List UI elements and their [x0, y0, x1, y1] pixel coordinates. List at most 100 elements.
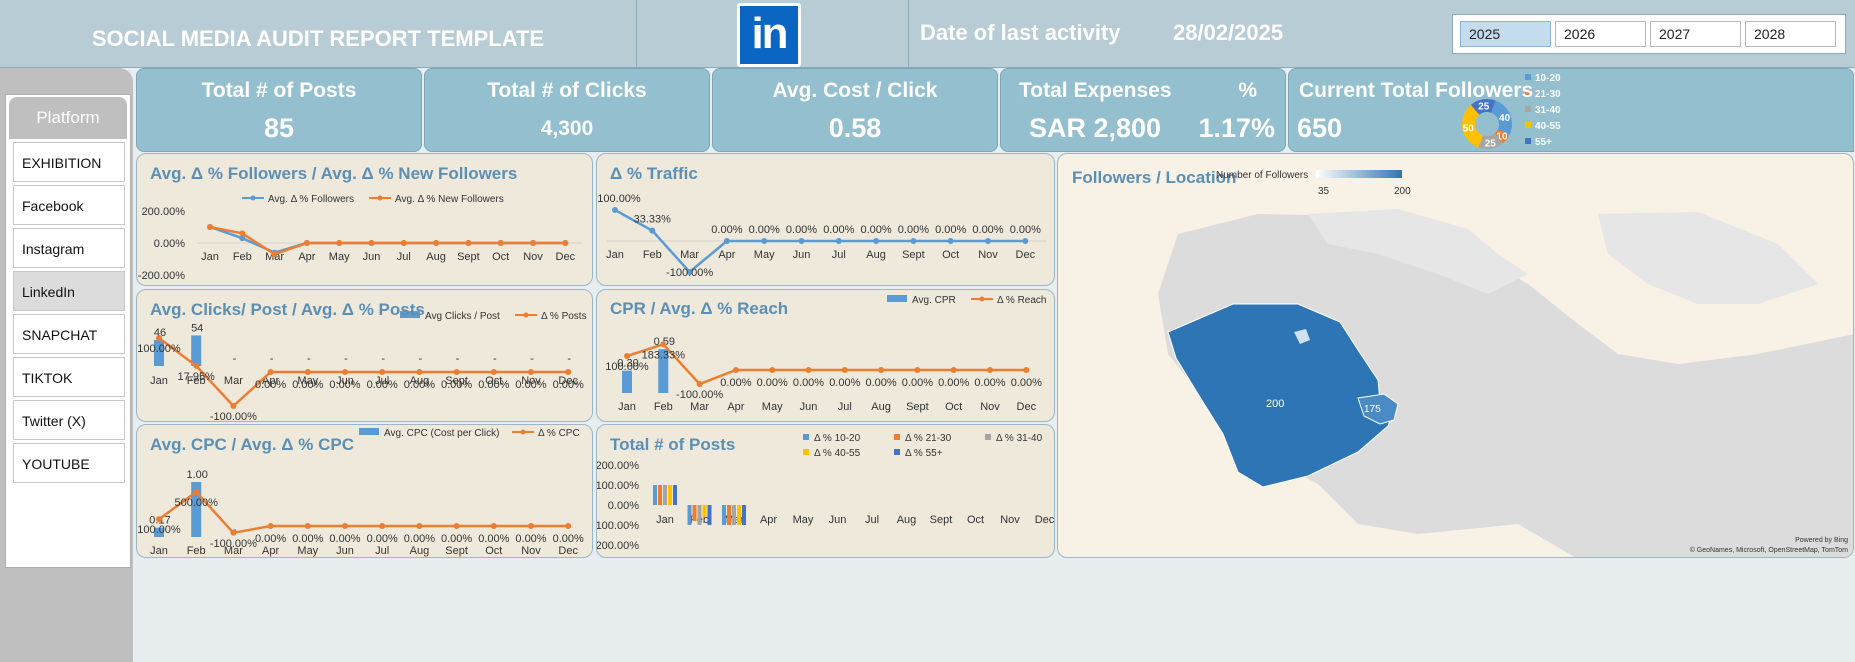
- traffic-xtick: Aug: [866, 249, 886, 261]
- followers-xtick: Nov: [523, 251, 543, 263]
- clicks-xtick: Sept: [445, 375, 468, 387]
- cpr-line-point: [732, 367, 739, 373]
- cpr-xtick: Jun: [800, 401, 818, 413]
- followers-ytick: 0.00%: [154, 238, 185, 250]
- clicks-line-point: [490, 369, 497, 375]
- posts-legend-text: Δ % 55+: [905, 448, 943, 459]
- traffic-data-label: 0.00%: [935, 224, 966, 236]
- map-legend-gradient: [1316, 170, 1402, 178]
- platform-sidebar: Platform EXHIBITION Facebook Instagram L…: [0, 68, 133, 662]
- followers-ytick: 200.00%: [142, 206, 186, 218]
- posts-ytick: 0.00%: [608, 500, 639, 512]
- cpr-xtick: Sept: [906, 401, 929, 413]
- followers-point: [465, 240, 472, 246]
- clicks-xtick: Oct: [485, 375, 502, 387]
- clicks-line-label: 0.00%: [553, 379, 584, 391]
- cpc-legend-line-text: Δ % CPC: [538, 428, 580, 439]
- year-slicer: 2025 2026 2027 2028: [1452, 14, 1846, 54]
- clicks-line-point: [342, 369, 348, 375]
- platform-item-linkedin[interactable]: LinkedIn: [13, 271, 125, 311]
- traffic-point: [798, 238, 805, 244]
- cpc-xtick: Sept: [445, 545, 468, 557]
- kpi-clicks-value: 4,300: [540, 117, 594, 140]
- traffic-data-label: 0.00%: [711, 224, 742, 236]
- traffic-point: [649, 227, 656, 234]
- followers-legend-text: Avg. Δ % Followers: [268, 194, 354, 205]
- posts-legend-swatch: [803, 449, 809, 455]
- traffic-point: [686, 269, 693, 275]
- clicks-bar-label: -: [456, 353, 460, 365]
- kpi-cpc-value: 0.58: [828, 113, 882, 143]
- year-button-2027[interactable]: 2027: [1650, 21, 1741, 47]
- clicks-line: [158, 336, 569, 408]
- clicks-bar-label: -: [493, 353, 497, 365]
- map-land-north: [1308, 209, 1528, 294]
- clicks-xtick: Jun: [336, 375, 354, 387]
- clicks-line-point: [267, 369, 274, 375]
- clicks-line-point: [156, 335, 162, 341]
- logo-cell: in: [637, 0, 909, 68]
- followers-point: [530, 240, 536, 246]
- posts-bar: [732, 505, 736, 525]
- traffic-chart-title: Δ % Traffic: [610, 164, 698, 183]
- cpr-line-point: [624, 353, 630, 359]
- year-button-2028[interactable]: 2028: [1745, 21, 1836, 47]
- cpc-bar-label: -: [233, 524, 237, 536]
- posts-xtick: Dec: [1035, 514, 1055, 526]
- clicks-line-label: 0.00%: [292, 379, 323, 391]
- traffic-data-label: 0.00%: [972, 224, 1003, 236]
- posts-legend-swatch: [894, 449, 900, 455]
- platform-item-twitter[interactable]: Twitter (X): [13, 400, 125, 440]
- platform-item-youtube[interactable]: YOUTUBE: [13, 443, 125, 483]
- clicks-bar-label: -: [567, 353, 571, 365]
- traffic-data-label: -100.00%: [666, 267, 713, 279]
- posts-bar: [663, 485, 667, 505]
- clicks-xtick: Jan: [150, 375, 168, 387]
- kpi-total-clicks: Total # of Clicks 4,300: [424, 68, 710, 152]
- cpc-xtick: Nov: [521, 545, 541, 557]
- cpr-bar: [622, 370, 632, 393]
- map-label-saudi: 200: [1266, 398, 1284, 410]
- followers-ytick: -200.00%: [138, 270, 185, 282]
- cpc-chart-card: JanFebMarAprMayJunJulAugSeptOctNovDec0.1…: [136, 424, 593, 558]
- traffic-xtick: May: [754, 249, 775, 261]
- cpc-line-label: -100.00%: [210, 538, 257, 550]
- clicks-line-point: [193, 362, 200, 369]
- age-donut-label: 50: [1463, 123, 1475, 134]
- cpc-line-label: 0.00%: [255, 533, 286, 545]
- cpc-line-label: 0.00%: [329, 533, 360, 545]
- platform-item-instagram[interactable]: Instagram: [13, 228, 125, 268]
- cpc-line-label: 0.00%: [553, 533, 584, 545]
- posts-xtick: May: [793, 514, 814, 526]
- clicks-line-label: 0.00%: [329, 379, 360, 391]
- posts-ytick: 100.00%: [597, 480, 639, 492]
- platform-item-snapchat[interactable]: SNAPCHAT: [13, 314, 125, 354]
- clicks-line-label: 0.00%: [255, 379, 286, 391]
- year-button-2025[interactable]: 2025: [1460, 21, 1551, 47]
- platform-item-facebook[interactable]: Facebook: [13, 185, 125, 225]
- traffic-point: [910, 238, 917, 244]
- age-donut-label: 40: [1499, 113, 1511, 124]
- cpr-line-label: 0.00%: [757, 377, 788, 389]
- traffic-data-label: 100.00%: [597, 193, 641, 205]
- cpc-line-label: 0.00%: [441, 533, 472, 545]
- cpc-line-point: [453, 523, 460, 529]
- kpi-followers-label: Current Total Followers: [1299, 79, 1534, 102]
- cpr-chart-svg: Jan Feb Mar Apr May Jun Jul Aug Sept Oct Nov Dec 0.3…: [605, 295, 1046, 413]
- platform-item-exhibition[interactable]: EXHIBITION: [13, 142, 125, 182]
- platform-item-tiktok[interactable]: TIKTOK: [13, 357, 125, 397]
- followers-chart-card: 200.00%0.00%-200.00%JanFebMarAprMayJunJu…: [136, 153, 593, 286]
- posts-legend-text: Δ % 21-30: [905, 433, 952, 444]
- location-map-svg: Number of Followers 35 200 200 175 Power…: [1158, 170, 1853, 557]
- map-region-saudi[interactable]: [1167, 303, 1395, 488]
- map-region-uae[interactable]: [1357, 393, 1399, 425]
- traffic-series-line: [614, 208, 1026, 274]
- followers-point: [562, 240, 569, 246]
- traffic-xtick: Jun: [793, 249, 811, 261]
- cpc-xtick: Dec: [558, 545, 578, 557]
- followers-point: [207, 224, 213, 230]
- kpi-pct-label: %: [1238, 79, 1257, 102]
- kpi-total-expenses: Total Expenses % SAR 2,800 1.17%: [1000, 68, 1286, 152]
- year-button-2026[interactable]: 2026: [1555, 21, 1646, 47]
- cpr-xtick: Dec: [1017, 401, 1037, 413]
